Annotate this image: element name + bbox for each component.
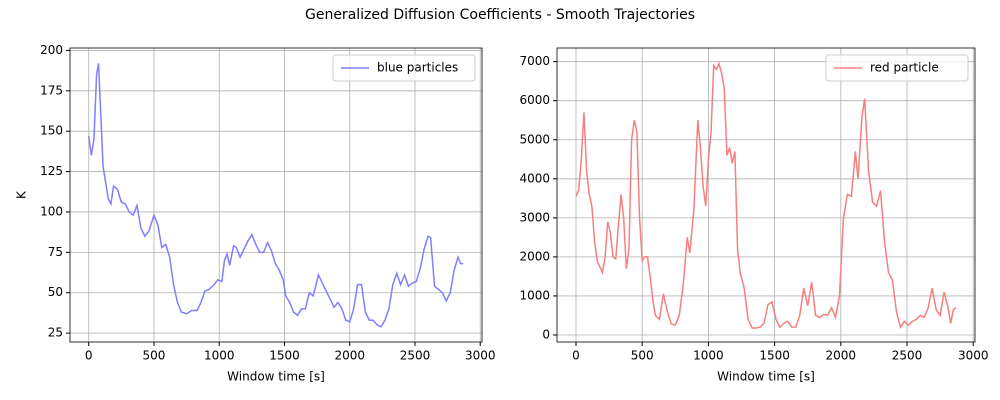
x-tick-label: 2500 bbox=[400, 349, 431, 363]
axes-frame bbox=[69, 47, 483, 343]
y-tick-label: 150 bbox=[40, 124, 63, 138]
y-tick-label: 75 bbox=[48, 245, 63, 259]
x-tick-label: 2500 bbox=[892, 349, 923, 363]
x-tick-label: 2000 bbox=[334, 349, 365, 363]
y-tick-label: 1000 bbox=[519, 288, 550, 302]
y-tick-label: 200 bbox=[40, 43, 63, 57]
axes-frame bbox=[556, 47, 976, 343]
y-tick-label: 3000 bbox=[519, 210, 550, 224]
y-tick-label: 25 bbox=[48, 326, 63, 340]
x-tick-label: 1500 bbox=[759, 349, 790, 363]
legend-box bbox=[332, 54, 476, 82]
y-axis-label: K bbox=[15, 190, 29, 199]
data-line bbox=[575, 61, 957, 329]
x-axis-label: Window time [s] bbox=[717, 370, 815, 384]
x-tick-label: 0 bbox=[572, 349, 580, 363]
y-tick-label: 125 bbox=[40, 164, 63, 178]
y-tick-label: 0 bbox=[542, 327, 550, 341]
figure-title: Generalized Diffusion Coefficients - Smo… bbox=[305, 7, 695, 23]
y-tick-label: 6000 bbox=[519, 93, 550, 107]
x-tick-label: 500 bbox=[631, 349, 654, 363]
legend-box bbox=[825, 54, 969, 82]
data-line bbox=[87, 63, 464, 328]
y-tick-label: 5000 bbox=[519, 132, 550, 146]
x-tick-label: 0 bbox=[85, 349, 93, 363]
x-tick-label: 1000 bbox=[204, 349, 235, 363]
y-tick-label: 2000 bbox=[519, 249, 550, 263]
x-tick-label: 1000 bbox=[693, 349, 724, 363]
y-tick-label: 7000 bbox=[519, 54, 550, 68]
x-tick-label: 1500 bbox=[269, 349, 300, 363]
x-tick-label: 3000 bbox=[465, 349, 496, 363]
x-tick-label: 3000 bbox=[958, 349, 989, 363]
legend-label: blue particles bbox=[377, 61, 458, 75]
legend-label: red particle bbox=[870, 61, 939, 75]
y-tick-label: 50 bbox=[48, 285, 63, 299]
x-axis-label: Window time [s] bbox=[227, 370, 325, 384]
y-tick-label: 4000 bbox=[519, 171, 550, 185]
x-tick-label: 500 bbox=[143, 349, 166, 363]
x-tick-label: 2000 bbox=[826, 349, 857, 363]
y-tick-label: 175 bbox=[40, 83, 63, 97]
y-tick-label: 100 bbox=[40, 204, 63, 218]
